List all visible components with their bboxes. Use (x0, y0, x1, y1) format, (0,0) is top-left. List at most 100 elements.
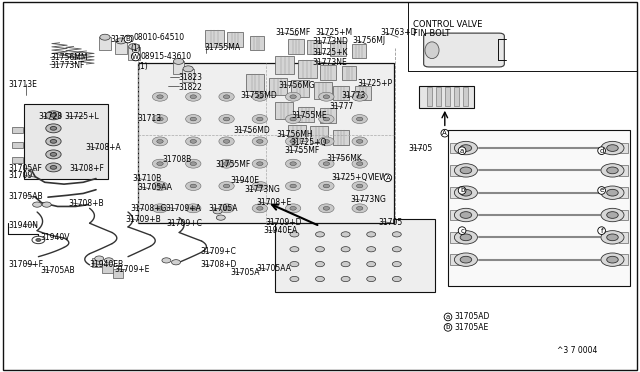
Text: B: B (125, 36, 131, 42)
Bar (450, 232, 460, 243)
Text: 31756MG: 31756MG (278, 81, 315, 90)
Circle shape (257, 140, 263, 143)
Text: 31708+D: 31708+D (200, 260, 237, 269)
Circle shape (290, 162, 296, 166)
Circle shape (152, 92, 168, 101)
Text: 31725+M: 31725+M (316, 28, 353, 37)
Circle shape (252, 159, 268, 168)
Circle shape (186, 159, 201, 168)
Text: a: a (460, 148, 464, 154)
Circle shape (319, 92, 334, 101)
Circle shape (219, 137, 234, 146)
Circle shape (460, 212, 472, 218)
Circle shape (454, 231, 477, 244)
Bar (450, 165, 460, 176)
Text: 31705: 31705 (408, 144, 433, 153)
Circle shape (607, 212, 618, 218)
Bar (275, 56, 294, 74)
Circle shape (601, 141, 624, 155)
Bar (269, 78, 287, 95)
Bar (619, 143, 628, 153)
Circle shape (352, 115, 367, 124)
Bar (448, 130, 630, 286)
FancyBboxPatch shape (424, 33, 504, 67)
Text: 31708+F: 31708+F (69, 164, 104, 173)
Text: ^3 7 0004: ^3 7 0004 (557, 346, 597, 355)
Bar (128, 46, 140, 60)
Text: 31756MK: 31756MK (326, 154, 362, 163)
Circle shape (323, 117, 330, 121)
Text: e: e (600, 187, 604, 193)
Text: 31756MF: 31756MF (275, 28, 310, 37)
Circle shape (216, 215, 225, 220)
Circle shape (223, 95, 230, 99)
Circle shape (190, 140, 196, 143)
Circle shape (190, 117, 196, 121)
Circle shape (290, 262, 299, 267)
Bar (182, 69, 194, 82)
Circle shape (42, 202, 51, 207)
Circle shape (252, 204, 268, 213)
Circle shape (223, 117, 230, 121)
Circle shape (290, 276, 299, 282)
Circle shape (116, 38, 126, 44)
Circle shape (257, 117, 263, 121)
Text: b: b (446, 324, 450, 330)
Bar (291, 80, 309, 97)
Text: 31822: 31822 (178, 83, 202, 92)
Circle shape (157, 206, 163, 210)
Bar (320, 108, 336, 123)
Circle shape (601, 231, 624, 244)
Text: 31705AB: 31705AB (8, 192, 43, 201)
Circle shape (392, 232, 401, 237)
Circle shape (454, 164, 477, 177)
Circle shape (290, 206, 296, 210)
Text: 31705AE: 31705AE (454, 323, 489, 332)
Circle shape (186, 92, 201, 101)
Circle shape (316, 262, 324, 267)
Text: 08010-64510: 08010-64510 (133, 33, 184, 42)
Bar (205, 30, 224, 46)
Text: 31780: 31780 (110, 35, 134, 44)
Circle shape (152, 182, 168, 190)
Bar (275, 219, 435, 292)
Bar (115, 41, 127, 54)
Circle shape (352, 182, 367, 190)
Bar (355, 86, 371, 100)
Circle shape (607, 256, 618, 263)
Circle shape (323, 140, 330, 143)
Bar (24, 104, 108, 179)
Text: b: b (460, 187, 464, 193)
Circle shape (104, 258, 113, 263)
Circle shape (32, 236, 45, 244)
Circle shape (601, 208, 624, 222)
Circle shape (186, 115, 201, 124)
Circle shape (319, 204, 334, 213)
Circle shape (319, 115, 334, 124)
Circle shape (157, 184, 163, 188)
Text: 31709+C: 31709+C (200, 247, 236, 256)
Circle shape (50, 140, 57, 143)
Bar (450, 187, 460, 198)
Bar (450, 210, 460, 220)
Circle shape (36, 238, 41, 241)
Circle shape (219, 159, 234, 168)
Text: a: a (446, 314, 450, 320)
Text: 31713: 31713 (138, 114, 162, 123)
Bar (333, 130, 349, 145)
Bar (310, 126, 328, 143)
Text: d: d (600, 148, 604, 154)
Bar (92, 258, 102, 267)
Bar (454, 87, 459, 106)
Circle shape (50, 126, 57, 130)
Circle shape (285, 115, 301, 124)
Circle shape (460, 256, 472, 263)
Circle shape (367, 247, 376, 252)
Circle shape (290, 232, 299, 237)
Text: 31725+P: 31725+P (357, 79, 392, 88)
Circle shape (157, 140, 163, 143)
Text: 31709+B: 31709+B (125, 215, 161, 224)
Circle shape (50, 166, 57, 169)
Circle shape (290, 95, 296, 99)
Circle shape (213, 209, 222, 214)
